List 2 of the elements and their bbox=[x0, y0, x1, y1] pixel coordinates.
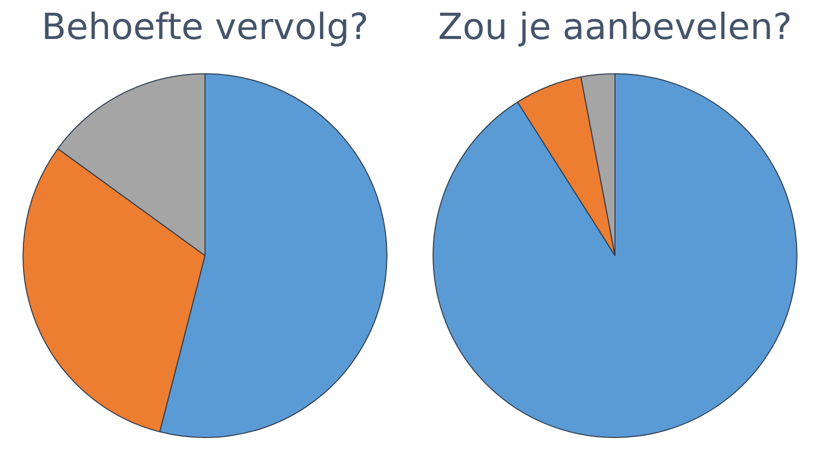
chart-title: Zou je aanbevelen? bbox=[438, 6, 792, 48]
chart-title: Behoefte vervolg? bbox=[41, 6, 369, 48]
